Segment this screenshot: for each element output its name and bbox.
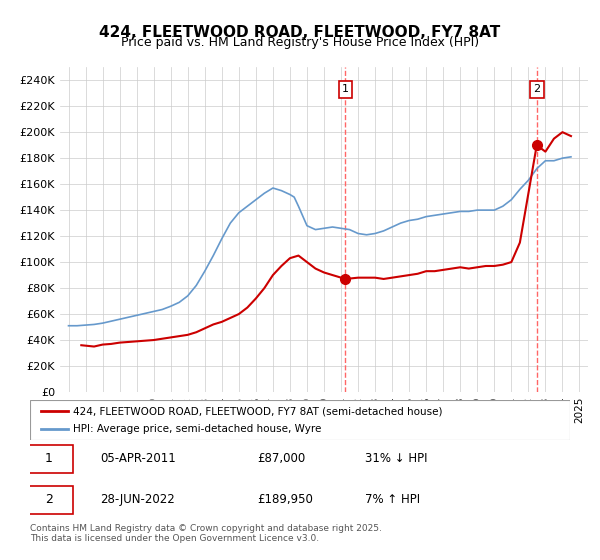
Text: 05-APR-2011: 05-APR-2011 [100,452,176,465]
Text: £87,000: £87,000 [257,452,305,465]
Text: 424, FLEETWOOD ROAD, FLEETWOOD, FY7 8AT (semi-detached house): 424, FLEETWOOD ROAD, FLEETWOOD, FY7 8AT … [73,407,443,417]
Text: 28-JUN-2022: 28-JUN-2022 [100,493,175,506]
Text: 2: 2 [45,493,53,506]
FancyBboxPatch shape [25,486,73,514]
Text: 1: 1 [342,85,349,94]
FancyBboxPatch shape [25,445,73,473]
Text: HPI: Average price, semi-detached house, Wyre: HPI: Average price, semi-detached house,… [73,423,322,433]
Text: 424, FLEETWOOD ROAD, FLEETWOOD, FY7 8AT: 424, FLEETWOOD ROAD, FLEETWOOD, FY7 8AT [100,25,500,40]
Text: 31% ↓ HPI: 31% ↓ HPI [365,452,427,465]
Text: Contains HM Land Registry data © Crown copyright and database right 2025.
This d: Contains HM Land Registry data © Crown c… [30,524,382,543]
FancyBboxPatch shape [30,400,570,440]
Text: Price paid vs. HM Land Registry's House Price Index (HPI): Price paid vs. HM Land Registry's House … [121,36,479,49]
Text: 2: 2 [533,85,540,94]
Text: 1: 1 [45,452,53,465]
Text: £189,950: £189,950 [257,493,313,506]
Text: 7% ↑ HPI: 7% ↑ HPI [365,493,420,506]
